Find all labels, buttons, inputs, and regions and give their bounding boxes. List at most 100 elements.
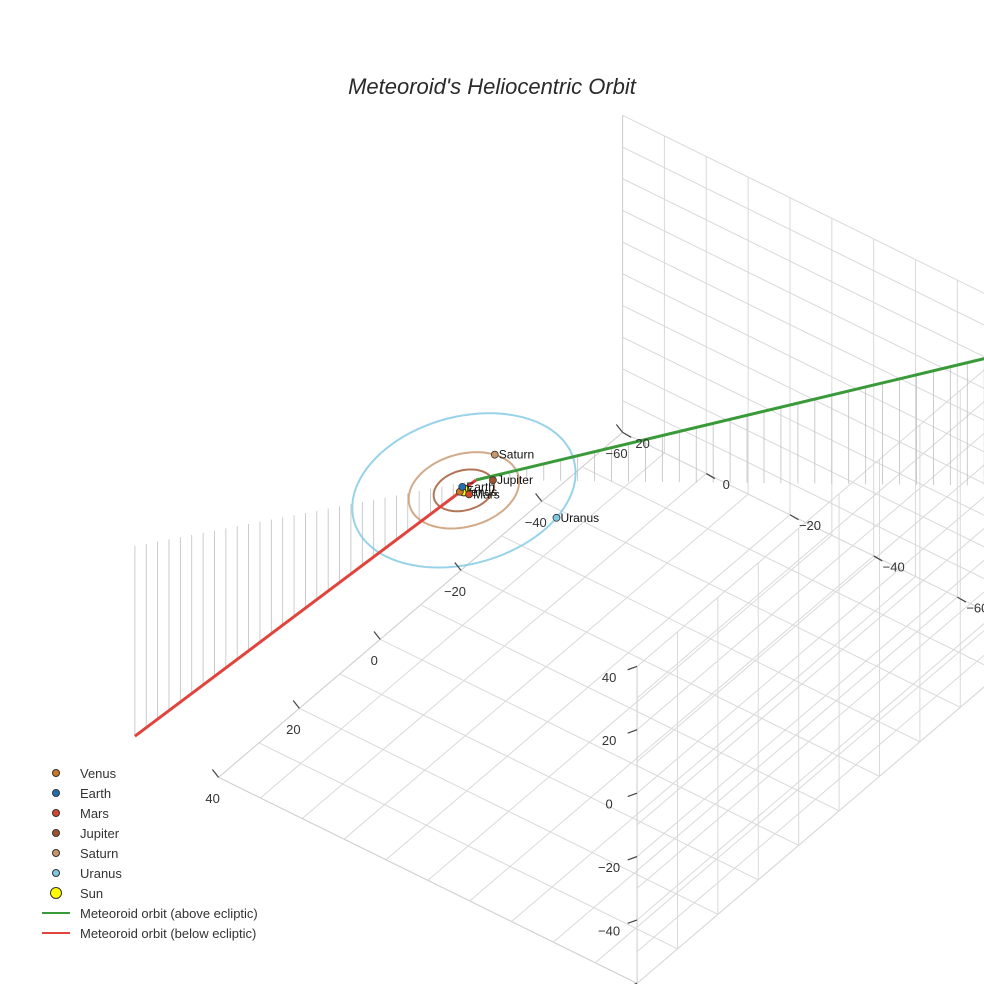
z-axis-tick-label: 20 [602,733,616,748]
z-axis-tick-label: 40 [602,670,616,685]
orbit-saturn [407,451,521,530]
legend-label-saturn: Saturn [80,845,119,861]
x-axis-tick [373,631,381,640]
z-axis-tick [627,665,638,671]
gridline [636,686,984,984]
gridline [622,241,984,421]
uranus-marker-icon [52,869,60,877]
orbit-jupiter [432,468,496,513]
saturn-marker-icon [52,849,60,857]
venus-marker-icon [52,769,60,777]
planet-uranus [552,513,561,522]
gridline [636,559,984,857]
orbit-line-above [475,357,984,482]
x-axis-tick-label: −40 [525,515,547,530]
y-axis-tick-label: 20 [635,436,649,451]
gridline [622,178,984,358]
box-edge [218,431,623,778]
orbit-line-below [133,478,477,738]
legend-item-uranus[interactable]: Uranus [40,863,258,883]
planet-label-jupiter: Jupiter [497,473,533,487]
gridline [622,273,984,453]
legend-label-orbit-below: Meteoroid orbit (below ecliptic) [80,925,257,941]
planet-label-earth: Earth [466,480,495,494]
legend-item-venus[interactable]: Venus [40,763,258,783]
legend-item-earth[interactable]: Earth [40,783,258,803]
gridline [636,527,984,826]
gridline [460,569,880,777]
legend-item-sun[interactable]: Sun [40,883,258,903]
gridline [636,464,984,762]
z-axis-tick-label: 0 [605,797,612,812]
legend-label-earth: Earth [80,785,112,801]
green-line-icon [42,912,70,914]
gridline [622,336,984,516]
legend-item-saturn[interactable]: Saturn [40,843,258,863]
gridline [622,210,984,389]
gridline [636,432,984,731]
gridline [258,742,678,950]
earth-marker-icon [52,789,60,797]
x-axis-tick [292,700,300,709]
z-axis-tick [627,919,638,924]
mars-marker-icon [52,809,60,817]
y-axis-tick-label: −40 [883,559,905,574]
legend-item-jupiter[interactable]: Jupiter [40,823,258,843]
gridline [636,623,984,921]
x-axis-tick-label: −60 [606,446,628,461]
gridline [622,431,984,611]
y-axis-tick-label: 0 [723,477,730,492]
gridline [622,431,984,611]
legend-item-orbit-below[interactable]: Meteoroid orbit (below ecliptic) [40,923,258,943]
z-axis-tick-label: −40 [598,923,620,938]
planet-label-uranus: Uranus [560,511,599,525]
y-axis-tick [705,473,716,480]
y-axis-tick [957,596,967,603]
gridline [622,114,984,294]
gridline [636,496,984,794]
gridline [379,638,799,846]
gridline [636,686,984,984]
planet-mars [465,490,473,499]
legend-label-orbit-above: Meteoroid orbit (above ecliptic) [80,905,258,921]
gridline [581,466,984,666]
gridline [636,401,984,699]
x-axis-tick [615,424,624,433]
gridline [339,673,759,881]
box-edge [218,776,638,984]
gridline [622,400,984,580]
planet-earth [458,482,467,491]
legend-label-venus: Venus [80,765,117,781]
x-axis-tick-label: 0 [371,653,378,668]
planet-label-mars: Mars [473,487,500,501]
gridline [636,591,984,889]
legend-label-sun: Sun [80,885,104,901]
legend-label-mars: Mars [80,805,109,821]
gridline [501,535,921,743]
legend-item-orbit-above[interactable]: Meteoroid orbit (above ecliptic) [40,903,258,923]
z-axis-tick [627,792,638,798]
legend-label-uranus: Uranus [80,865,122,881]
y-axis-tick [873,555,883,562]
x-axis-tick [454,562,462,571]
x-axis-tick [535,493,543,502]
jupiter-marker-icon [52,829,60,837]
grid-group [218,114,984,984]
z-axis-tick [627,855,638,861]
sun-marker-icon [50,887,62,899]
gridline [622,368,984,548]
gridline [636,369,984,667]
gridline [420,604,840,812]
gridline [622,305,984,485]
x-axis-tick-label: 20 [286,722,300,737]
legend[interactable]: Venus Earth Mars Jupiter Saturn Uranus S… [40,763,258,943]
legend-item-mars[interactable]: Mars [40,803,258,823]
planet-saturn [490,450,499,459]
gridline [541,500,961,708]
planet-label-saturn: Saturn [499,448,534,462]
y-axis-tick [622,431,632,438]
gridline [299,707,719,915]
red-line-icon [42,932,70,934]
x-axis-tick-label: 40 [205,791,219,806]
